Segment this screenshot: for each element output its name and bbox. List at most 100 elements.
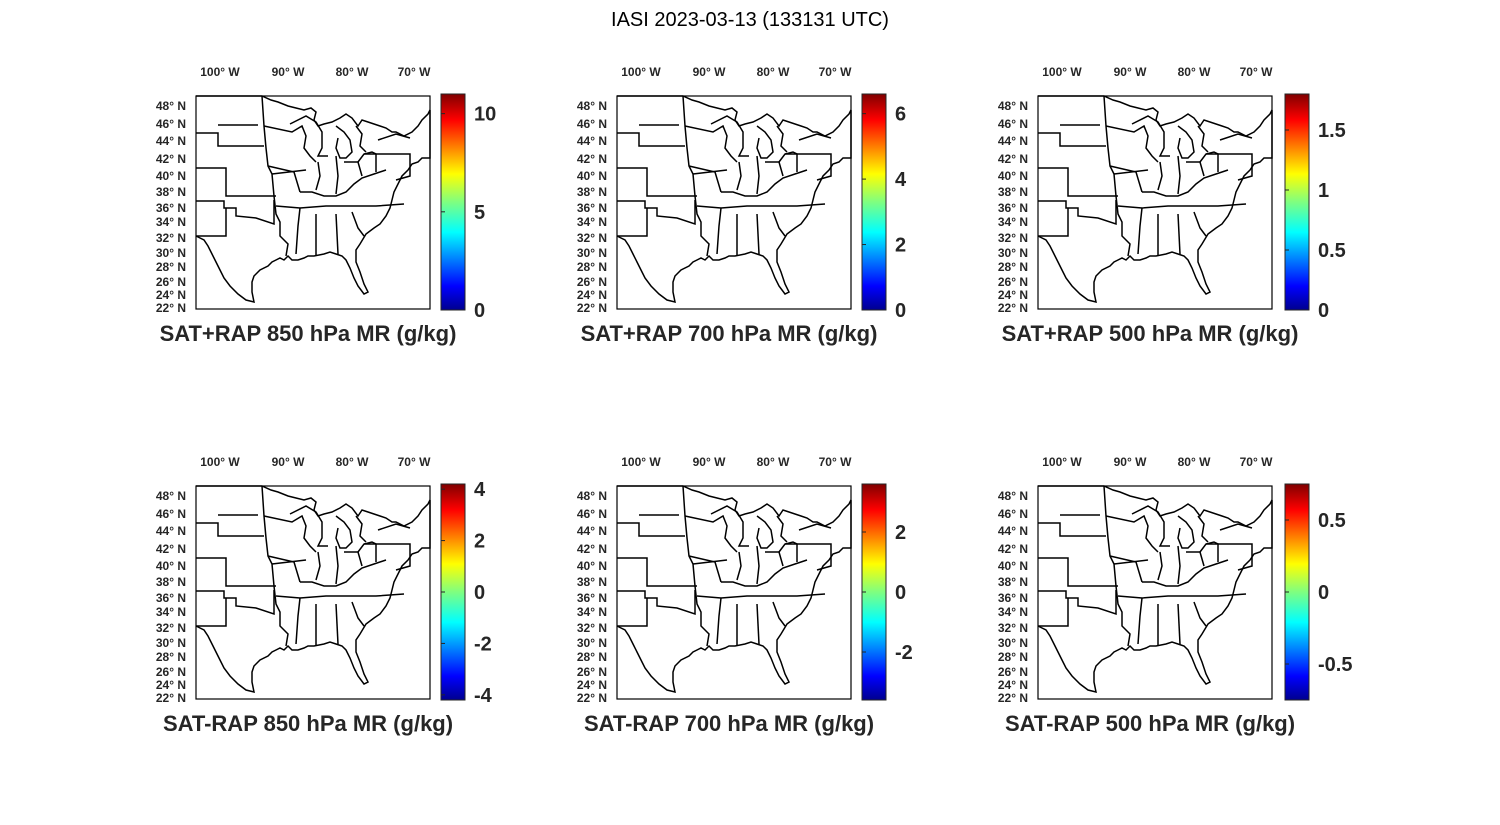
lat-tick-label: 28° N (156, 650, 186, 664)
boundary-line (692, 559, 728, 565)
lat-tick-label: 26° N (577, 275, 607, 289)
boundary-line (1177, 515, 1195, 549)
lat-tick-label: 42° N (577, 152, 607, 166)
boundary-line (1117, 203, 1247, 209)
boundary-line (798, 133, 832, 141)
lat-tick-label: 46° N (156, 507, 186, 521)
boundary-line (377, 133, 411, 141)
lat-tick-label: 36° N (156, 591, 186, 605)
boundary-line (263, 124, 317, 163)
boundary-line (778, 151, 798, 172)
lat-tick-label: 32° N (998, 621, 1028, 635)
boundary-line (335, 125, 353, 159)
lat-tick-label: 22° N (156, 301, 186, 315)
colorbar-tick-label: 4 (474, 479, 486, 501)
boundary-line (716, 597, 722, 645)
boundary-line (196, 200, 275, 226)
lat-tick-label: 22° N (156, 691, 186, 705)
boundary-line (261, 485, 289, 647)
boundary-line (275, 203, 405, 209)
lon-tick-label: 80° W (1178, 65, 1211, 79)
boundary-line (1038, 522, 1106, 537)
lat-tick-label: 44° N (156, 524, 186, 538)
lat-tick-label: 30° N (156, 636, 186, 650)
lat-tick-label: 36° N (577, 591, 607, 605)
boundary-line (1197, 125, 1209, 153)
colorbar-tick-label: -0.5 (1318, 654, 1352, 676)
lon-tick-label: 100° W (200, 65, 240, 79)
boundary-line (1038, 167, 1118, 197)
lon-tick-label: 100° W (621, 65, 661, 79)
lat-tick-label: 22° N (998, 301, 1028, 315)
boundary-line (295, 597, 301, 645)
boundary-line (716, 207, 722, 255)
boundary-line (617, 598, 648, 627)
boundary-line (1199, 151, 1219, 172)
map-frame (195, 95, 431, 310)
state-boundaries (1037, 95, 1273, 304)
panels: 100° W 90° W 80° W 70° W 48° N 46° N 44° N 42° … (156, 65, 1353, 736)
panel-title: SAT-RAP 700 hPa MR (g/kg) (584, 711, 874, 736)
lat-tick-label: 34° N (998, 605, 1028, 619)
colorbar-tick-label: 1.5 (1318, 120, 1346, 142)
lat-tick-label: 38° N (577, 575, 607, 589)
boundary-line (778, 541, 798, 562)
lat-tick-label: 48° N (577, 99, 607, 113)
lat-tick-label: 48° N (577, 489, 607, 503)
colorbar (1284, 93, 1310, 311)
lat-tick-label: 38° N (156, 575, 186, 589)
colorbar-tick-label: 4 (895, 169, 907, 191)
lon-tick-label: 70° W (398, 455, 431, 469)
colorbar-tick-label: 5 (474, 202, 485, 224)
boundary-line (364, 153, 411, 181)
boundary-line (1177, 155, 1181, 195)
lat-tick-label: 46° N (577, 117, 607, 131)
lat-tick-label: 44° N (577, 524, 607, 538)
boundary-line (692, 169, 728, 175)
lat-tick-label: 38° N (156, 185, 186, 199)
lat-tick-label: 42° N (998, 152, 1028, 166)
colorbar-tick-label: -2 (895, 642, 913, 664)
boundary-line (196, 167, 276, 197)
boundary-line (1177, 545, 1181, 585)
lat-tick-label: 38° N (577, 185, 607, 199)
colorbar-tick-label: 0 (474, 300, 485, 322)
map-panel: 100° W 90° W 80° W 70° W 48° N 46° N 44° N 42° … (998, 65, 1346, 346)
boundary-line (617, 132, 685, 147)
lon-tick-label: 70° W (819, 65, 852, 79)
lat-tick-label: 46° N (998, 117, 1028, 131)
lat-tick-label: 40° N (156, 559, 186, 573)
boundary-line (756, 603, 760, 645)
lat-tick-label: 42° N (156, 542, 186, 556)
boundary-line (682, 95, 710, 257)
boundary-line (295, 207, 301, 255)
lat-tick-label: 36° N (998, 201, 1028, 215)
lon-tick-label: 80° W (757, 65, 790, 79)
boundary-line (721, 559, 808, 587)
lon-tick-label: 80° W (336, 65, 369, 79)
lat-tick-label: 46° N (156, 117, 186, 131)
boundary-line (1038, 557, 1118, 587)
panel-title: SAT-RAP 850 hPa MR (g/kg) (163, 711, 453, 736)
map-panel: 100° W 90° W 80° W 70° W 48° N 46° N 44° N 42° … (577, 455, 913, 736)
boundary-line (798, 523, 832, 531)
lon-tick-label: 100° W (1042, 65, 1082, 79)
boundary-line (1038, 132, 1106, 147)
lat-tick-label: 40° N (577, 559, 607, 573)
boundary-line (772, 601, 786, 627)
lat-tick-label: 42° N (577, 542, 607, 556)
lat-tick-label: 24° N (998, 678, 1028, 692)
boundary-line (696, 593, 826, 599)
lat-tick-label: 32° N (156, 231, 186, 245)
lon-tick-label: 70° W (1240, 455, 1273, 469)
boundary-line (315, 551, 321, 581)
colorbar-tick-label: 0 (474, 582, 485, 604)
boundary-line (1103, 95, 1131, 257)
boundary-line (772, 211, 786, 237)
colorbar-tick-label: 0 (1318, 582, 1329, 604)
boundary-line (1131, 115, 1170, 157)
boundary-line (275, 593, 405, 599)
panel-title: SAT+RAP 850 hPa MR (g/kg) (160, 321, 457, 346)
map-panel: 100° W 90° W 80° W 70° W 48° N 46° N 44° N 42° … (156, 455, 493, 736)
lat-tick-label: 32° N (156, 621, 186, 635)
